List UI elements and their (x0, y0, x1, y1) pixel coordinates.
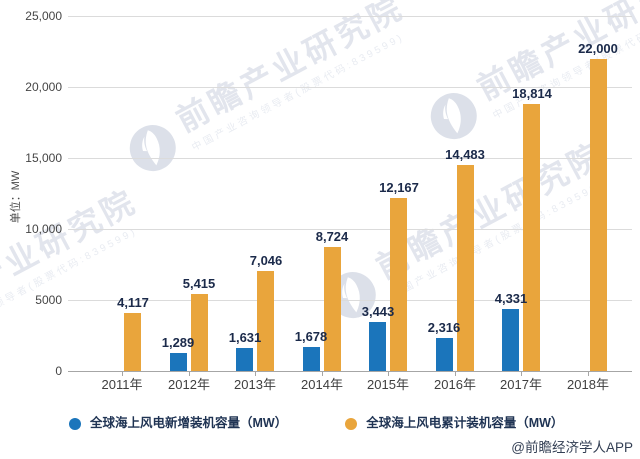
bar-new-capacity-2016年 (436, 338, 453, 371)
legend-label-new-capacity: 全球海上风电新增装机容量（MW） (90, 416, 288, 430)
x-axis-tick-label: 2014年 (301, 377, 343, 392)
y-axis-tick-label: 0 (55, 364, 62, 378)
x-axis-tick (388, 372, 389, 376)
gridline-15000 (68, 158, 632, 159)
bar-cumulative-capacity-2018年 (590, 59, 607, 371)
x-axis-tick-label: 2011年 (101, 377, 143, 392)
value-label-cumulative-capacity-2018年: 22,000 (578, 41, 618, 56)
value-label-new-capacity-2013年: 1,631 (228, 330, 262, 345)
value-label-new-capacity-2016年: 2,316 (427, 320, 461, 335)
watermark-text: 前瞻产业研究院 中国产业咨询领导者(股票代码:839599) (472, 0, 640, 122)
x-axis-tick-label: 2018年 (567, 377, 609, 392)
qianzhan-logo-icon (430, 92, 477, 139)
x-axis-line (68, 371, 632, 372)
bar-cumulative-capacity-2013年 (257, 271, 274, 371)
value-label-new-capacity-2014年: 1,678 (294, 329, 328, 344)
legend-item-new-capacity: 全球海上风电新增装机容量（MW） (69, 416, 287, 431)
gridline-25000 (68, 16, 632, 17)
qianzhan-logo-icon (129, 124, 176, 171)
bar-new-capacity-2017年 (502, 309, 519, 371)
gridline-5000 (68, 300, 632, 301)
bar-cumulative-capacity-2011年 (124, 313, 141, 371)
watermark-title: 前瞻产业研究院 (370, 135, 610, 286)
y-axis-tick-label: 5000 (35, 293, 62, 307)
bar-cumulative-capacity-2016年 (457, 165, 474, 371)
watermark-1: 前瞻产业研究院 中国产业咨询领导者(股票代码:839599) (120, 0, 418, 181)
y-axis-tick-label: 25,000 (25, 9, 62, 23)
x-axis-tick-label: 2013年 (234, 377, 276, 392)
bar-cumulative-capacity-2014年 (324, 247, 341, 371)
watermark-subtitle: 中国产业咨询领导者(股票代码:839599) (491, 0, 640, 122)
legend: 全球海上风电新增装机容量（MW） 全球海上风电累计装机容量（MW） (69, 416, 563, 431)
x-axis-tick-label: 2015年 (367, 377, 409, 392)
bar-cumulative-capacity-2015年 (390, 198, 407, 371)
x-axis-tick (255, 372, 256, 376)
value-label-new-capacity-2017年: 4,331 (494, 291, 528, 306)
bar-new-capacity-2012年 (170, 353, 187, 371)
x-axis-tick (122, 372, 123, 376)
x-axis-tick-label: 2016年 (434, 377, 476, 392)
watermark-subtitle: 中国产业咨询领导者(股票代码:839599) (390, 178, 607, 301)
y-axis-tick-label: 10,000 (25, 222, 62, 236)
gridline-20000 (68, 87, 632, 88)
watermark-text: 前瞻产业研究院 中国产业咨询领导者(股票代码:839599) (171, 0, 417, 154)
x-axis-tick (588, 372, 589, 376)
bar-new-capacity-2013年 (236, 348, 253, 371)
legend-dot-new-capacity (69, 417, 81, 430)
legend-dot-cumulative-capacity (345, 417, 358, 430)
value-label-cumulative-capacity-2012年: 5,415 (182, 276, 216, 291)
x-axis-tick-label: 2017年 (500, 377, 542, 392)
x-axis-tick (455, 372, 456, 376)
watermark-text: 前瞻产业研究院 中国产业咨询领导者(股票代码:839599) (370, 135, 617, 301)
bar-new-capacity-2015年 (369, 322, 386, 371)
bar-cumulative-capacity-2017年 (523, 104, 540, 371)
y-axis-unit-label: 单位：MW (10, 170, 22, 224)
attribution: @前瞻经济学人APP (511, 440, 633, 455)
x-axis-tick (521, 372, 522, 376)
gridline-10000 (68, 229, 632, 230)
legend-label-cumulative-capacity: 全球海上风电累计装机容量（MW） (366, 416, 564, 430)
value-label-new-capacity-2012年: 1,289 (161, 335, 195, 350)
watermark-title: 前瞻产业研究院 (170, 0, 410, 139)
value-label-cumulative-capacity-2011年: 4,117 (117, 295, 149, 310)
x-axis-tick (322, 372, 323, 376)
legend-item-cumulative-capacity: 全球海上风电累计装机容量（MW） (345, 416, 563, 431)
value-label-cumulative-capacity-2015年: 12,167 (379, 180, 419, 195)
value-label-new-capacity-2015年: 3,443 (361, 304, 395, 319)
bar-cumulative-capacity-2012年 (191, 294, 208, 371)
value-label-cumulative-capacity-2014年: 8,724 (315, 229, 349, 244)
value-label-cumulative-capacity-2013年: 7,046 (249, 253, 283, 268)
y-axis-tick-label: 20,000 (25, 80, 62, 94)
x-axis-tick-label: 2012年 (168, 377, 210, 392)
y-axis-tick-label: 15,000 (25, 151, 62, 165)
x-axis-tick (189, 372, 190, 376)
value-label-cumulative-capacity-2016年: 14,483 (445, 147, 485, 162)
value-label-cumulative-capacity-2017年: 18,814 (512, 86, 552, 101)
bar-new-capacity-2014年 (303, 347, 320, 371)
